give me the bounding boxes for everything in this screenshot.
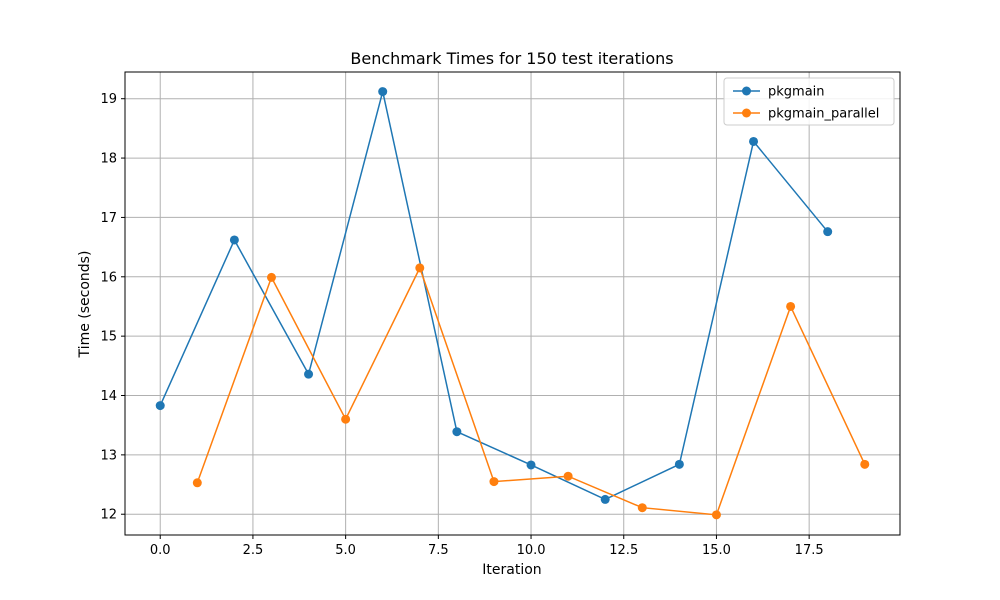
x-tick-label: 10.0 bbox=[517, 543, 546, 558]
x-tick-label: 12.5 bbox=[609, 543, 638, 558]
series-line bbox=[159, 91, 829, 501]
y-axis-label: Time (seconds) bbox=[77, 251, 93, 359]
series-layer bbox=[155, 87, 870, 520]
data-point bbox=[786, 301, 796, 311]
y-tick-label: 16 bbox=[100, 270, 117, 285]
plot-frame bbox=[124, 71, 901, 536]
series-pkgmain_parallel bbox=[192, 263, 870, 520]
x-tick-label: 2.5 bbox=[243, 543, 264, 558]
y-tick-label: 17 bbox=[100, 211, 117, 226]
y-tick-label: 14 bbox=[100, 389, 117, 404]
data-point bbox=[266, 272, 276, 282]
data-point bbox=[600, 494, 610, 504]
data-point bbox=[526, 460, 536, 470]
series-line bbox=[196, 265, 866, 516]
y-tick-label: 18 bbox=[100, 152, 117, 167]
chart-title: Benchmark Times for 150 test iterations bbox=[350, 49, 673, 68]
data-point bbox=[378, 87, 388, 97]
x-tick-label: 17.5 bbox=[795, 543, 824, 558]
y-tick-label: 15 bbox=[100, 330, 117, 345]
y-tick-label: 13 bbox=[100, 448, 117, 463]
data-point bbox=[711, 510, 721, 520]
x-tick-label: 5.0 bbox=[335, 543, 356, 558]
data-point bbox=[637, 503, 647, 513]
data-point bbox=[563, 471, 573, 481]
x-tick-label: 0.0 bbox=[150, 543, 171, 558]
legend-label: pkgmain_parallel bbox=[768, 107, 879, 122]
data-point bbox=[229, 235, 239, 245]
legend-marker bbox=[742, 108, 751, 118]
data-point bbox=[749, 136, 759, 146]
legend-box bbox=[723, 77, 895, 126]
x-axis-label: Iteration bbox=[482, 562, 541, 578]
data-point bbox=[341, 414, 351, 424]
legend-label: pkgmain bbox=[768, 85, 825, 100]
data-point bbox=[192, 478, 202, 488]
legend-marker bbox=[742, 86, 751, 96]
data-point bbox=[155, 401, 165, 411]
y-axis-ticks: 12 13 14 15 16 17 18 19 bbox=[100, 92, 125, 523]
grid-lines bbox=[125, 72, 900, 535]
data-point bbox=[415, 263, 425, 273]
data-point bbox=[304, 369, 314, 379]
data-point bbox=[674, 459, 684, 469]
data-point bbox=[823, 227, 833, 237]
data-point bbox=[489, 477, 499, 487]
legend: pkgmain pkgmain_parallel bbox=[723, 77, 895, 126]
x-tick-label: 7.5 bbox=[428, 543, 449, 558]
y-tick-label: 19 bbox=[100, 92, 117, 107]
x-tick-label: 15.0 bbox=[702, 543, 731, 558]
x-axis-ticks: 0.0 2.5 5.0 7.5 10.0 12.5 15.0 17.5 bbox=[150, 535, 824, 558]
y-tick-label: 12 bbox=[100, 508, 117, 523]
data-point bbox=[452, 427, 462, 437]
data-point bbox=[860, 459, 870, 469]
series-pkgmain bbox=[155, 87, 833, 504]
